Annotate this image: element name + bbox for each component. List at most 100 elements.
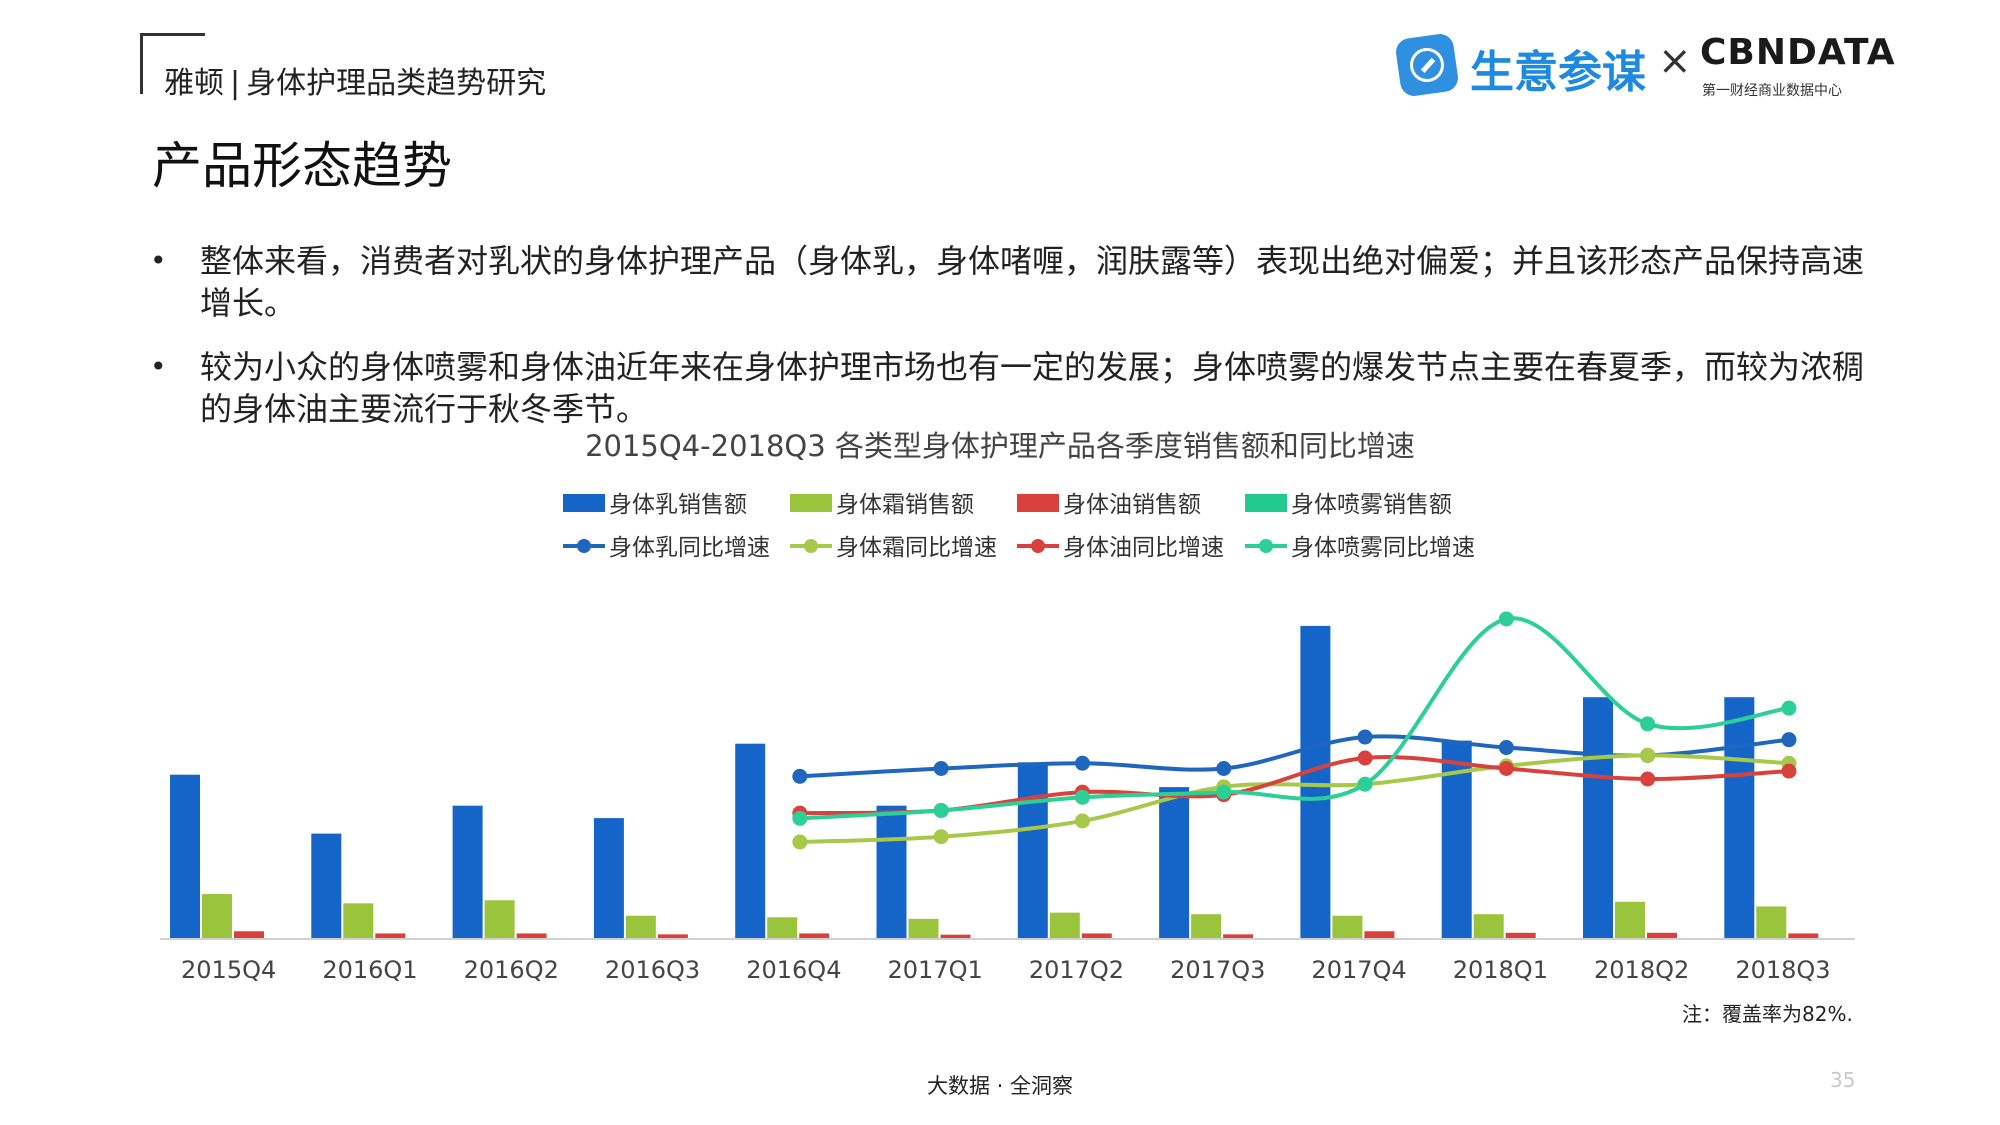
bullet-item: • 较为小众的身体喷雾和身体油近年来在身体护理市场也有一定的发展；身体喷雾的爆发…: [150, 346, 1870, 430]
x-tick-label: 2017Q2: [1029, 956, 1124, 984]
legend-label: 身体霜销售额: [836, 492, 974, 518]
bar-身体霜销售额-2016Q4: [767, 917, 798, 939]
x-tick-label: 2015Q4: [181, 956, 276, 984]
bullet-icon: •: [150, 350, 167, 383]
bar-身体油销售额-2018Q2: [1647, 932, 1677, 939]
logo-cross: ×: [1658, 38, 1692, 84]
point-身体乳同比增速-2018Q1: [1498, 740, 1514, 756]
legend-label: 身体乳销售额: [609, 492, 747, 518]
point-身体喷雾同比增速-2016Q4: [792, 810, 808, 826]
logo-cbndata: CBNDATA: [1700, 32, 1896, 73]
x-tick-label: 2016Q4: [746, 956, 841, 984]
x-tick-label: 2017Q3: [1170, 956, 1265, 984]
bar-身体霜销售额-2017Q1: [908, 918, 939, 939]
bar-身体油销售额-2016Q2: [516, 933, 547, 939]
x-tick-label: 2018Q3: [1735, 956, 1830, 984]
page-title: 产品形态趋势: [152, 137, 452, 195]
bar-身体乳销售额-2018Q2: [1583, 697, 1613, 939]
bar-身体霜销售额-2018Q3: [1756, 906, 1787, 939]
bar-身体油销售额-2015Q4: [234, 931, 264, 939]
legend-swatch: [563, 494, 605, 512]
bar-身体乳销售额-2016Q1: [311, 833, 342, 939]
x-tick-label: 2017Q4: [1311, 956, 1406, 984]
bar-身体乳销售额-2016Q3: [593, 818, 624, 939]
bullet-text: 整体来看，消费者对乳状的身体护理产品（身体乳，身体啫喱，润肤露等）表现出绝对偏爱…: [200, 242, 1865, 322]
point-身体油同比增速-2018Q1: [1498, 761, 1514, 776]
point-身体喷雾同比增速-2018Q3: [1781, 700, 1797, 716]
point-身体喷雾同比增速-2017Q2: [1074, 789, 1090, 805]
bar-group: [170, 625, 1851, 939]
chart-note: 注：覆盖率为82%.: [1682, 1002, 1853, 1026]
point-身体霜同比增速-2016Q4: [792, 834, 808, 850]
legend-marker: [1259, 539, 1273, 553]
bar-身体霜销售额-2017Q2: [1049, 912, 1080, 939]
logo-cbndata-subtitle: 第一财经商业数据中心: [1702, 83, 1842, 99]
brand-bracket: [140, 33, 205, 94]
point-身体喷雾同比增速-2017Q3: [1216, 784, 1232, 800]
brand-name: 雅顿: [164, 66, 224, 101]
bar-身体霜销售额-2018Q1: [1473, 914, 1504, 939]
line-身体霜同比增速: [799, 753, 1790, 844]
legend-label: 身体霜同比增速: [836, 535, 997, 561]
bar-身体乳销售额-2018Q3: [1724, 697, 1755, 939]
legend-swatch: [1245, 494, 1287, 512]
bar-身体油销售额-2018Q1: [1505, 932, 1536, 939]
point-身体喷雾同比增速-2018Q2: [1640, 716, 1656, 732]
x-axis-labels: 2015Q4 2016Q1 2016Q2 2016Q3 2016Q4 2017Q1 2017…: [181, 956, 1831, 984]
x-tick-label: 2018Q1: [1453, 956, 1548, 984]
point-身体油同比增速-2017Q4: [1357, 750, 1373, 766]
x-tick-label: 2016Q1: [322, 956, 417, 984]
bar-身体乳销售额-2017Q2: [1017, 762, 1048, 939]
point-身体喷雾同比增速-2017Q4: [1357, 776, 1373, 792]
bar-身体霜销售额-2017Q4: [1332, 915, 1363, 939]
line-身体喷雾同比增速: [799, 616, 1790, 821]
point-身体乳同比增速-2018Q3: [1781, 732, 1797, 748]
legend-label: 身体喷雾销售额: [1291, 492, 1452, 518]
point-身体油同比增速-2018Q3: [1781, 763, 1797, 779]
bullet-item: • 整体来看，消费者对乳状的身体护理产品（身体乳，身体啫喱，润肤露等）表现出绝对…: [150, 240, 1870, 324]
header-separator: |: [230, 66, 241, 101]
logo-shengyicanmou: 生意参谋: [1470, 47, 1646, 98]
report-subtitle: 身体护理品类趋势研究: [246, 66, 547, 101]
point-身体霜同比增速-2017Q2: [1074, 813, 1090, 829]
line-group: [792, 611, 1797, 850]
bar-身体油销售额-2017Q2: [1081, 933, 1112, 939]
bar-身体乳销售额-2015Q4: [170, 774, 200, 939]
x-tick-label: 2016Q3: [605, 956, 700, 984]
bar-身体霜销售额-2016Q2: [484, 900, 515, 939]
bar-身体乳销售额-2016Q2: [452, 805, 483, 939]
point-身体乳同比增速-2017Q2: [1074, 755, 1090, 771]
bar-身体油销售额-2016Q4: [799, 933, 830, 939]
point-身体乳同比增速-2017Q4: [1357, 729, 1373, 745]
legend-label: 身体油同比增速: [1063, 535, 1224, 561]
legend-marker: [804, 539, 818, 553]
bullet-icon: •: [150, 244, 167, 277]
point-身体喷雾同比增速-2018Q1: [1498, 611, 1514, 627]
bar-身体乳销售额-2017Q1: [876, 805, 907, 939]
chart-title: 2015Q4-2018Q3 各类型身体护理产品各季度销售额和同比增速: [585, 429, 1415, 463]
legend-label: 身体油销售额: [1063, 492, 1201, 518]
bar-身体霜销售额-2017Q3: [1191, 914, 1222, 939]
footer-slogan: 大数据 · 全洞察: [926, 1074, 1074, 1098]
point-身体喷雾同比增速-2017Q1: [933, 802, 949, 818]
point-身体乳同比增速-2016Q4: [792, 768, 808, 784]
point-身体乳同比增速-2017Q3: [1216, 761, 1232, 776]
bar-身体乳销售额-2016Q4: [735, 743, 766, 939]
legend-label: 身体喷雾同比增速: [1291, 535, 1475, 561]
x-tick-label: 2017Q1: [888, 956, 983, 984]
point-身体乳同比增速-2017Q1: [933, 761, 949, 776]
bar-身体霜销售额-2015Q4: [202, 894, 232, 939]
point-身体油同比增速-2018Q2: [1640, 771, 1656, 787]
bar-身体霜销售额-2016Q3: [625, 915, 656, 939]
bar-身体油销售额-2017Q3: [1223, 934, 1254, 939]
x-tick-label: 2016Q2: [464, 956, 559, 984]
bar-身体油销售额-2016Q3: [657, 934, 688, 939]
legend-marker: [1031, 539, 1045, 553]
point-身体霜同比增速-2017Q1: [933, 829, 949, 845]
report-header: 雅顿 | 身体护理品类趋势研究: [164, 58, 546, 102]
legend-swatch: [790, 494, 832, 512]
bar-身体油销售额-2018Q3: [1788, 933, 1819, 939]
legend-marker: [577, 539, 591, 553]
bar-身体霜销售额-2018Q2: [1615, 901, 1645, 939]
